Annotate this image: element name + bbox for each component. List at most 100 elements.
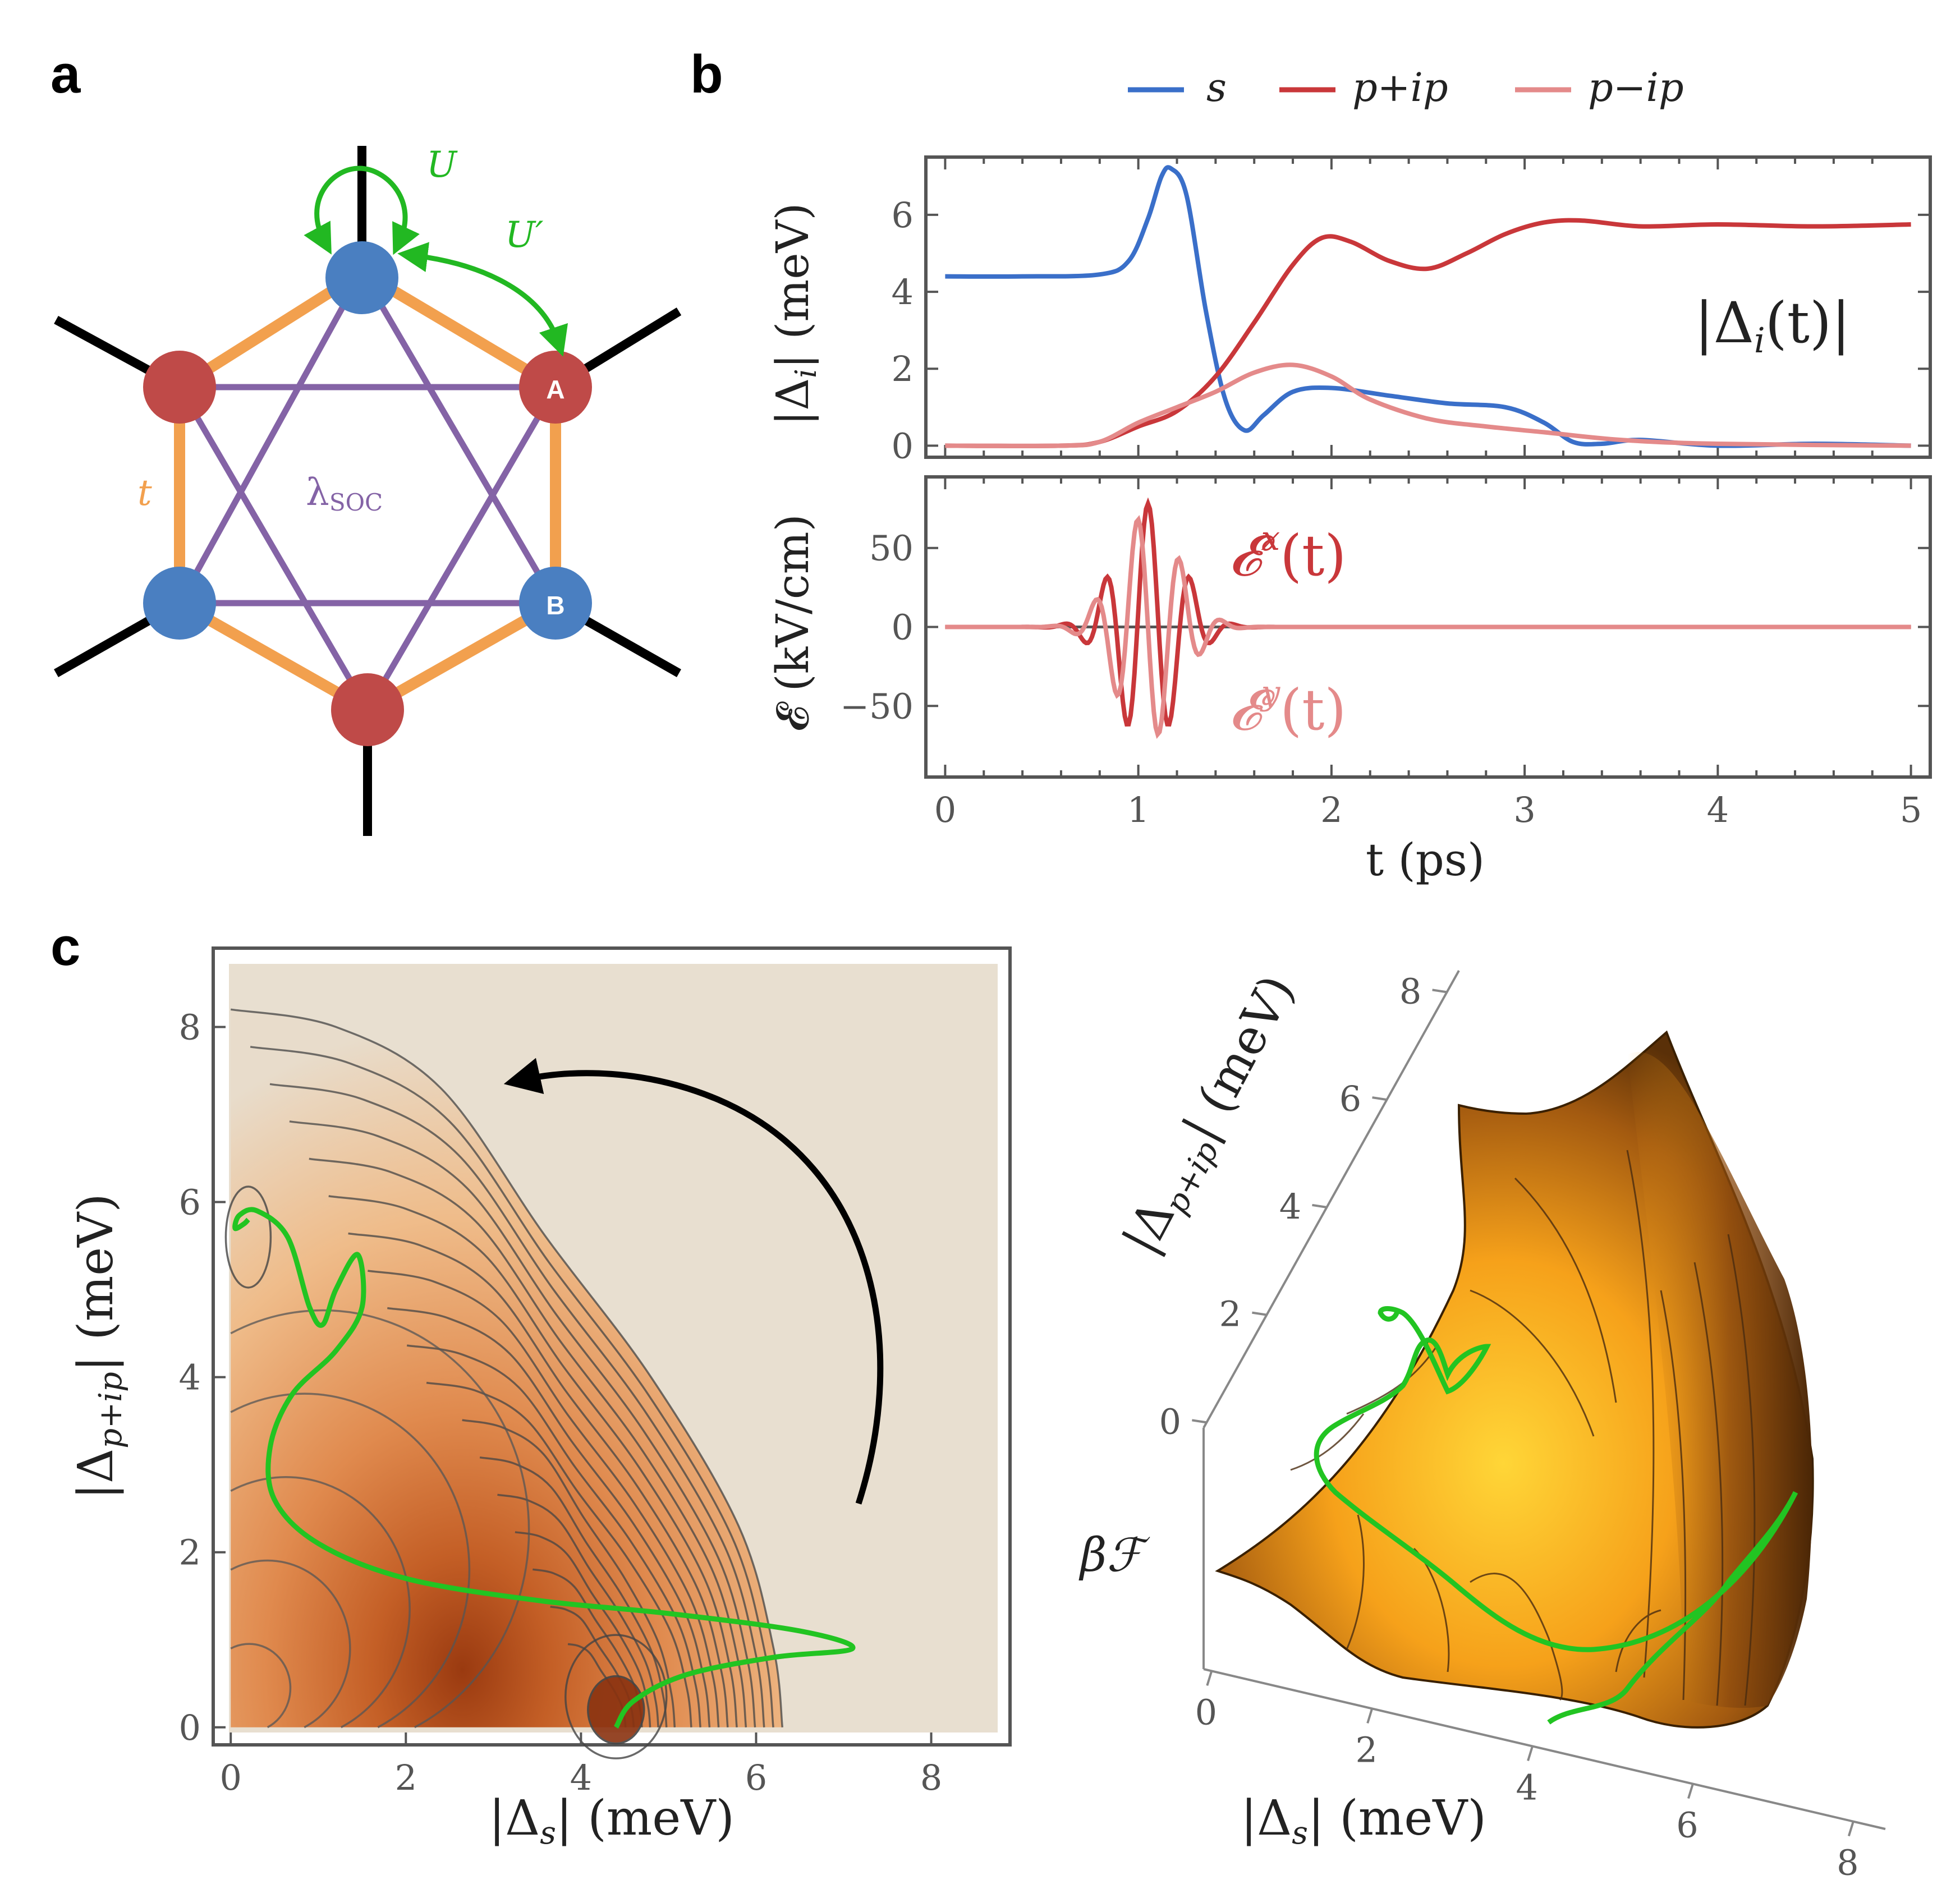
field-xtick-label: 2 [1320, 789, 1342, 830]
surface-contour-line [1290, 1413, 1365, 1471]
legend-label-pmip: p−ip [1588, 65, 1684, 111]
contour-xlabel-sub: s [540, 1815, 556, 1851]
contour-ytick-label: 4 [179, 1357, 201, 1398]
surface-ytick-label: 8 [1399, 971, 1421, 1012]
field-series-Ey [945, 515, 1911, 739]
panel-label-c: c [51, 917, 80, 977]
field-xtick-label: 3 [1513, 789, 1535, 830]
ey-superscript: y [1259, 673, 1280, 713]
site-A [519, 351, 592, 424]
surface-contour-line [1660, 1290, 1687, 1701]
contour-xtick-label: 2 [395, 1757, 417, 1798]
panel-label-a: a [51, 44, 81, 104]
surface-contour-line [1346, 1346, 1438, 1415]
surface-xlabel-head: |Δ [1241, 1790, 1292, 1846]
contour-trajectory-path [232, 1207, 856, 1729]
surface-ylabel-sub: p+ip [1158, 1135, 1226, 1220]
contour-secondary-minimum [224, 1185, 272, 1289]
gap-ytick-label: 6 [892, 195, 914, 236]
surface-ytick-label: 4 [1279, 1186, 1301, 1227]
contour-origin-arc [230, 1559, 351, 1729]
surface-y-axis [1202, 970, 1460, 1428]
contour-ylabel-sub: p+ip [93, 1372, 129, 1449]
contour-origin-arc [230, 1476, 411, 1729]
gap-ylabel-head: |Δ [766, 378, 819, 426]
field-ylabel: 𝓔 (kV/cm) [766, 514, 819, 732]
ey-tail: (t) [1280, 677, 1346, 743]
contour-ylabel: |Δp+ip| (meV) [68, 1193, 129, 1500]
field-xtick-label: 0 [934, 789, 956, 830]
contour-line [250, 1046, 774, 1727]
surface-contour-line [1514, 1177, 1617, 1403]
contour-basin [231, 1009, 783, 1727]
surface-xtick-mark [1366, 1708, 1374, 1724]
gap-annotation: |Δi(t)| [1695, 290, 1851, 361]
surface-xtick-label: 4 [1516, 1767, 1537, 1808]
site-A-label: A [546, 375, 564, 404]
gap-ylabel-unit: | (meV) [766, 203, 819, 369]
surface-zlabel: βℱ [1078, 1529, 1150, 1582]
hopping-t-label: t [137, 472, 152, 514]
contour-ytick-label: 2 [179, 1532, 201, 1573]
gap-ytick-label: 4 [892, 272, 914, 312]
surface-contour-line [1615, 1609, 1661, 1672]
site-B [519, 567, 592, 640]
field-xtick-label: 1 [1127, 789, 1149, 830]
surface-xlabel: |Δs| (meV) [1241, 1790, 1486, 1851]
contour-line [497, 1493, 659, 1727]
field-ytick-label: 50 [869, 528, 914, 569]
surface-contour-line [1727, 1234, 1756, 1706]
site-top [325, 241, 398, 314]
contour-ylabel-head: |Δ [68, 1449, 124, 1500]
site-bottom [331, 673, 404, 746]
surface-contour-line [1470, 1289, 1595, 1437]
surface-xtick-label: 6 [1676, 1805, 1698, 1846]
surface-ytick-mark [1192, 1419, 1207, 1424]
field-xtick-label: 4 [1707, 789, 1729, 830]
surface-ytick-mark [1432, 989, 1447, 994]
surface-contour-line [1346, 1514, 1365, 1650]
gap-ytick-label: 0 [892, 425, 914, 466]
ex-superscript: x [1261, 519, 1280, 558]
field-plot: 50 0 −50 0 1 2 3 4 5 𝓔x(t) 𝓔y(t) 𝓔 (kV/cm) t (ps… [766, 475, 1932, 886]
gap-ylabel-sub: i [789, 369, 823, 378]
contour-ylabel-unit: | (meV) [68, 1193, 124, 1372]
surface-ytick-label: 6 [1339, 1078, 1361, 1119]
surface-ytick-label: 0 [1159, 1401, 1181, 1442]
site-upper-left [143, 351, 216, 424]
ey-label: 𝓔y(t) [1229, 673, 1346, 743]
contour-origin-arc [230, 1643, 292, 1729]
legend-label-s: s [1206, 65, 1227, 111]
contour-xtick-label: 4 [570, 1757, 592, 1798]
gap-plot-frame [924, 155, 1932, 459]
soc-subscript: SOC [329, 489, 383, 516]
surface-trajectory-tail [1547, 1491, 1798, 1725]
surface-xtick-label: 2 [1355, 1729, 1377, 1770]
intersite-interaction-arrow [397, 242, 568, 357]
surface-axes [1202, 970, 1886, 1830]
surface-ylabel-unit: | (meV) [1172, 966, 1306, 1150]
field-plot-ticks: 50 0 −50 0 1 2 3 4 5 [840, 477, 1930, 830]
contour-ytick-label: 0 [179, 1707, 201, 1748]
contour-line [230, 1008, 784, 1727]
contour-ticks: 0 2 4 6 8 0 2 4 6 8 [179, 1007, 943, 1798]
surface-xtick-mark [1687, 1783, 1694, 1799]
soc-bonds [174, 265, 561, 716]
gap-annotation-sub: i [1754, 320, 1765, 361]
surface-contour-line [1626, 1150, 1655, 1678]
contour-minimum-core [587, 1675, 645, 1745]
field-plot-series [945, 497, 1911, 739]
surface-x-axis [1203, 1668, 1886, 1830]
gap-annotation-tail: (t)| [1765, 290, 1851, 356]
U-prime-label: U′ [505, 214, 544, 256]
ex-tail: (t) [1280, 523, 1346, 589]
surface-xtick-mark [1847, 1821, 1855, 1837]
field-ytick-label: 0 [892, 607, 914, 648]
surface-ytick-mark [1312, 1203, 1327, 1208]
field-ytick-label: −50 [840, 686, 914, 727]
contour-line [328, 1195, 738, 1727]
gap-ylabel: |Δi| (meV) [766, 203, 823, 425]
field-xtick-label: 5 [1900, 789, 1922, 830]
